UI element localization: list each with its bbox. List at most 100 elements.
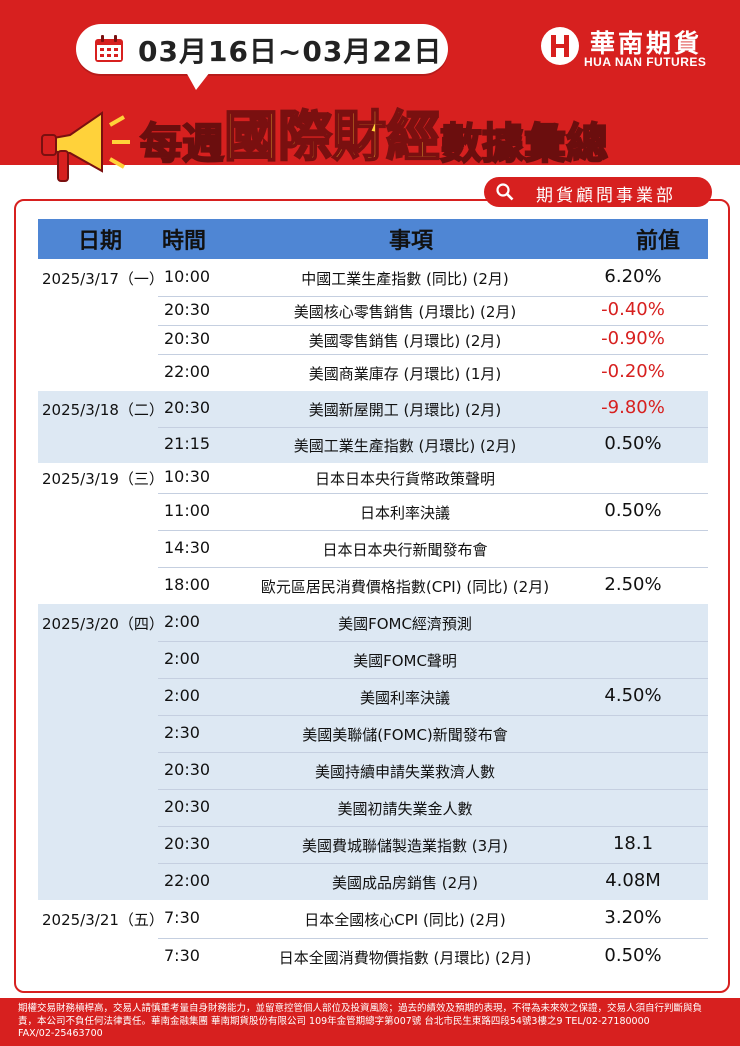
row-previous-value: 0.50% — [604, 945, 662, 966]
table-row: 10:30 日本日本央行貨幣政策聲明 — [158, 463, 708, 494]
row-time: 20:30 — [164, 759, 211, 779]
row-item: 美國初請失業金人數 — [337, 799, 473, 818]
row-time: 2:30 — [164, 722, 200, 742]
brand-name-en: HUA NAN FUTURES — [584, 55, 707, 69]
table-row: 21:15 美國工業生產指數 (月環比) (2月) 0.50% — [158, 427, 708, 463]
department-badge: 期貨顧問事業部 — [484, 177, 712, 207]
row-previous-value: -9.80% — [601, 397, 665, 418]
row-item: 美國成品房銷售 (2月) — [331, 873, 479, 892]
table-row: 2:00 美國FOMC聲明 — [158, 641, 708, 679]
table-row: 7:30 日本全國核心CPI (同比) (2月) 3.20% — [158, 900, 708, 939]
group-date: 2025/3/18（二） — [42, 401, 164, 419]
date-group: 2025/3/19（三） — [38, 463, 708, 604]
row-time: 21:15 — [164, 434, 211, 453]
table-row: 20:30 美國初請失業金人數 — [158, 789, 708, 827]
row-previous-value: 0.50% — [604, 499, 662, 521]
col-header-date: 日期 — [78, 229, 123, 254]
title-part-3: 數據彙總 — [439, 118, 609, 169]
table-row: 2:30 美國美聯儲(FOMC)新聞發布會 — [158, 715, 708, 753]
row-item: 美國工業生產指數 (月環比) (2月) — [293, 437, 517, 455]
row-time: 14:30 — [164, 537, 211, 557]
table-row: 18:00 歐元區居民消費價格指數(CPI) (同比) (2月) 2.50% — [158, 567, 708, 604]
row-previous-value: 0.50% — [604, 433, 662, 454]
row-time: 11:00 — [164, 500, 211, 520]
col-header-previous: 前值 — [636, 229, 681, 254]
calendar-icon — [95, 35, 123, 62]
table-row: 14:30 日本日本央行新聞發布會 — [158, 530, 708, 568]
row-item: 日本全國核心CPI (同比) (2月) — [304, 911, 506, 929]
hua-nan-logo-icon — [541, 27, 579, 65]
row-previous-value: 2.50% — [604, 573, 662, 595]
row-item: 美國FOMC經濟預測 — [338, 614, 472, 633]
date-range-badge: 03月16日~03月22日 — [76, 24, 448, 90]
row-previous-value: -0.90% — [601, 327, 665, 349]
table-row: 20:30 美國核心零售銷售 (月環比) (2月) -0.40% — [158, 296, 708, 326]
row-item: 美國FOMC聲明 — [353, 651, 457, 670]
row-time: 10:00 — [164, 267, 211, 286]
date-group: 2025/3/21（五） — [38, 900, 708, 976]
row-previous-value: 6.20% — [604, 266, 662, 287]
row-item: 美國利率決議 — [359, 688, 450, 707]
row-item: 美國核心零售銷售 (月環比) (2月) — [293, 302, 517, 321]
row-item: 美國商業庫存 (月環比) (1月) — [308, 364, 502, 383]
megaphone-icon — [41, 111, 130, 182]
disclaimer-footer: 期權交易財務槓桿高，交易人請慎重考量自身財務能力，並留意控管個人部位及投資風險；… — [0, 998, 740, 1046]
row-item: 美國新屋開工 (月環比) (2月) — [308, 401, 502, 419]
col-header-item: 事項 — [389, 229, 434, 254]
row-item: 中國工業生產指數 (同比) (2月) — [301, 270, 509, 288]
row-time: 7:30 — [164, 908, 200, 927]
date-range-text: 03月16日~03月22日 — [138, 35, 443, 68]
department-label: 期貨顧問事業部 — [536, 186, 676, 206]
row-item: 日本全國消費物價指數 (月環比) (2月) — [278, 949, 532, 967]
row-item: 歐元區居民消費價格指數(CPI) (同比) (2月) — [260, 577, 550, 596]
table-row: 10:00 中國工業生產指數 (同比) (2月) 6.20% — [158, 260, 708, 297]
disclaimer-line-3: FAX/02-25463700 — [18, 1028, 103, 1039]
row-time: 20:30 — [164, 833, 211, 853]
group-date: 2025/3/19（三） — [42, 470, 164, 488]
search-icon — [496, 183, 514, 201]
disclaimer-line-1: 期權交易財務槓桿高，交易人請慎重考量自身財務能力，並留意控管個人部位及投資風險；… — [18, 1003, 703, 1014]
row-time: 20:30 — [164, 328, 211, 348]
title-part-1: 每週 — [139, 118, 225, 169]
row-item: 日本日本央行新聞發布會 — [322, 540, 488, 559]
row-item: 日本利率決議 — [359, 503, 450, 522]
table-row: 20:30 美國費城聯儲製造業指數 (3月) 18.1 — [158, 826, 708, 864]
brand-name-cn: 華南期貨 — [590, 29, 703, 58]
table-row: 7:30 日本全國消費物價指數 (月環比) (2月) 0.50% — [158, 938, 708, 976]
group-date: 2025/3/20（四） — [42, 614, 164, 633]
row-time: 2:00 — [164, 685, 200, 705]
row-item: 美國持續申請失業救濟人數 — [314, 762, 495, 781]
row-previous-value: 18.1 — [612, 832, 654, 854]
group-date: 2025/3/21（五） — [42, 911, 164, 929]
row-previous-value: 4.08M — [605, 869, 661, 891]
table-header: 日期 時間 事項 前值 — [38, 219, 708, 259]
table-row: 22:00 美國成品房銷售 (2月) 4.08M — [158, 863, 708, 900]
group-date: 2025/3/17（一） — [42, 270, 164, 288]
row-time: 2:00 — [164, 611, 200, 631]
row-time: 7:30 — [164, 946, 200, 965]
row-time: 2:00 — [164, 648, 200, 668]
row-item: 日本日本央行貨幣政策聲明 — [314, 470, 495, 488]
col-header-time: 時間 — [162, 229, 207, 254]
row-time: 20:30 — [164, 299, 211, 319]
page-title: 每週國際財經數據彙總 — [139, 92, 700, 169]
table-row: 2:00 美國FOMC經濟預測 — [158, 604, 708, 642]
row-item: 美國美聯儲(FOMC)新聞發布會 — [302, 725, 508, 744]
row-previous-value: 4.50% — [604, 684, 662, 706]
table-row: 20:30 美國持續申請失業救濟人數 — [158, 752, 708, 790]
table-row: 20:30 美國零售銷售 (月環比) (2月) -0.90% — [158, 325, 708, 355]
row-time: 20:30 — [164, 398, 211, 417]
row-time: 18:00 — [164, 574, 211, 594]
row-time: 22:00 — [164, 870, 211, 890]
row-previous-value: -0.20% — [601, 360, 665, 382]
row-time: 10:30 — [164, 467, 211, 486]
row-item: 美國費城聯儲製造業指數 (3月) — [301, 836, 509, 855]
table-row: 2:00 美國利率決議 4.50% — [158, 678, 708, 716]
table-row: 22:00 美國商業庫存 (月環比) (1月) -0.20% — [158, 354, 708, 391]
title-part-2: 國際財經 — [223, 104, 441, 169]
row-previous-value: -0.40% — [601, 298, 665, 320]
table-row: 20:30 美國新屋開工 (月環比) (2月) -9.80% — [158, 391, 708, 428]
date-group: 2025/3/17（一） — [38, 260, 708, 391]
row-item: 美國零售銷售 (月環比) (2月) — [308, 331, 502, 350]
row-time: 20:30 — [164, 796, 211, 816]
